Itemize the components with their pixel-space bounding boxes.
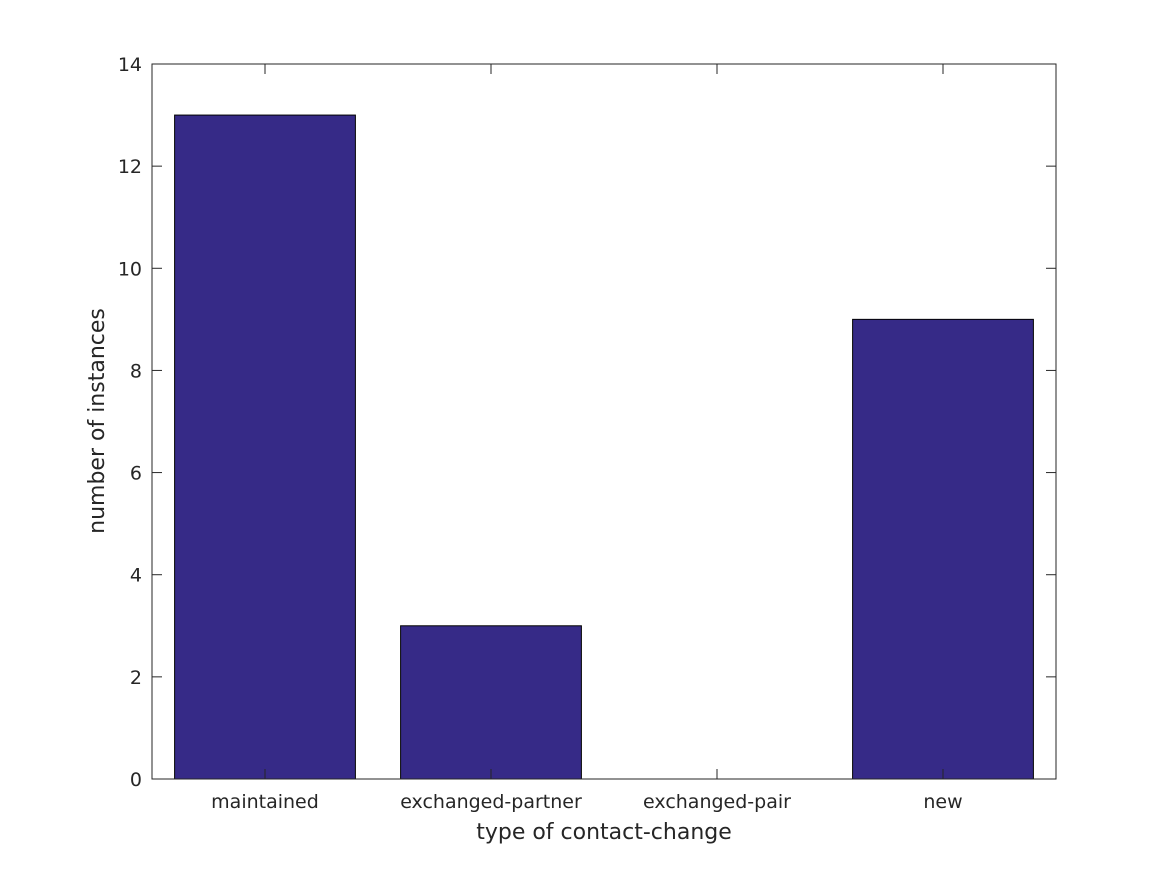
axes-box: [151, 63, 1057, 780]
y-ticks: 0 2 4 6 8 10 12 14: [118, 54, 1056, 791]
x-axis-label: type of contact-change: [476, 820, 732, 845]
y-tick-label: 8: [130, 360, 142, 382]
x-tick-label-maintained: maintained: [211, 791, 319, 813]
bar-new: [852, 318, 1034, 780]
x-tick-label-exchanged-partner: exchanged-partner: [400, 791, 582, 813]
y-tick-label: 12: [118, 156, 142, 178]
bar-maintained: [174, 114, 356, 780]
bar-exchanged-partner: [400, 625, 582, 780]
y-tick-label: 4: [130, 565, 142, 587]
y-axis-label: number of instances: [85, 308, 110, 534]
y-tick-label: 0: [130, 769, 142, 791]
axes: [151, 63, 1057, 780]
y-tick-label: 14: [118, 54, 142, 76]
x-tick-label-new: new: [923, 791, 962, 813]
y-tick-label: 2: [130, 667, 142, 689]
x-ticks: maintained exchanged-partner exchanged-pai…: [211, 64, 963, 813]
y-tick-label: 10: [118, 258, 142, 280]
x-tick-label-exchanged-pair: exchanged-pair: [643, 791, 791, 813]
y-tick-label: 6: [130, 463, 142, 485]
bars: [174, 114, 1034, 780]
